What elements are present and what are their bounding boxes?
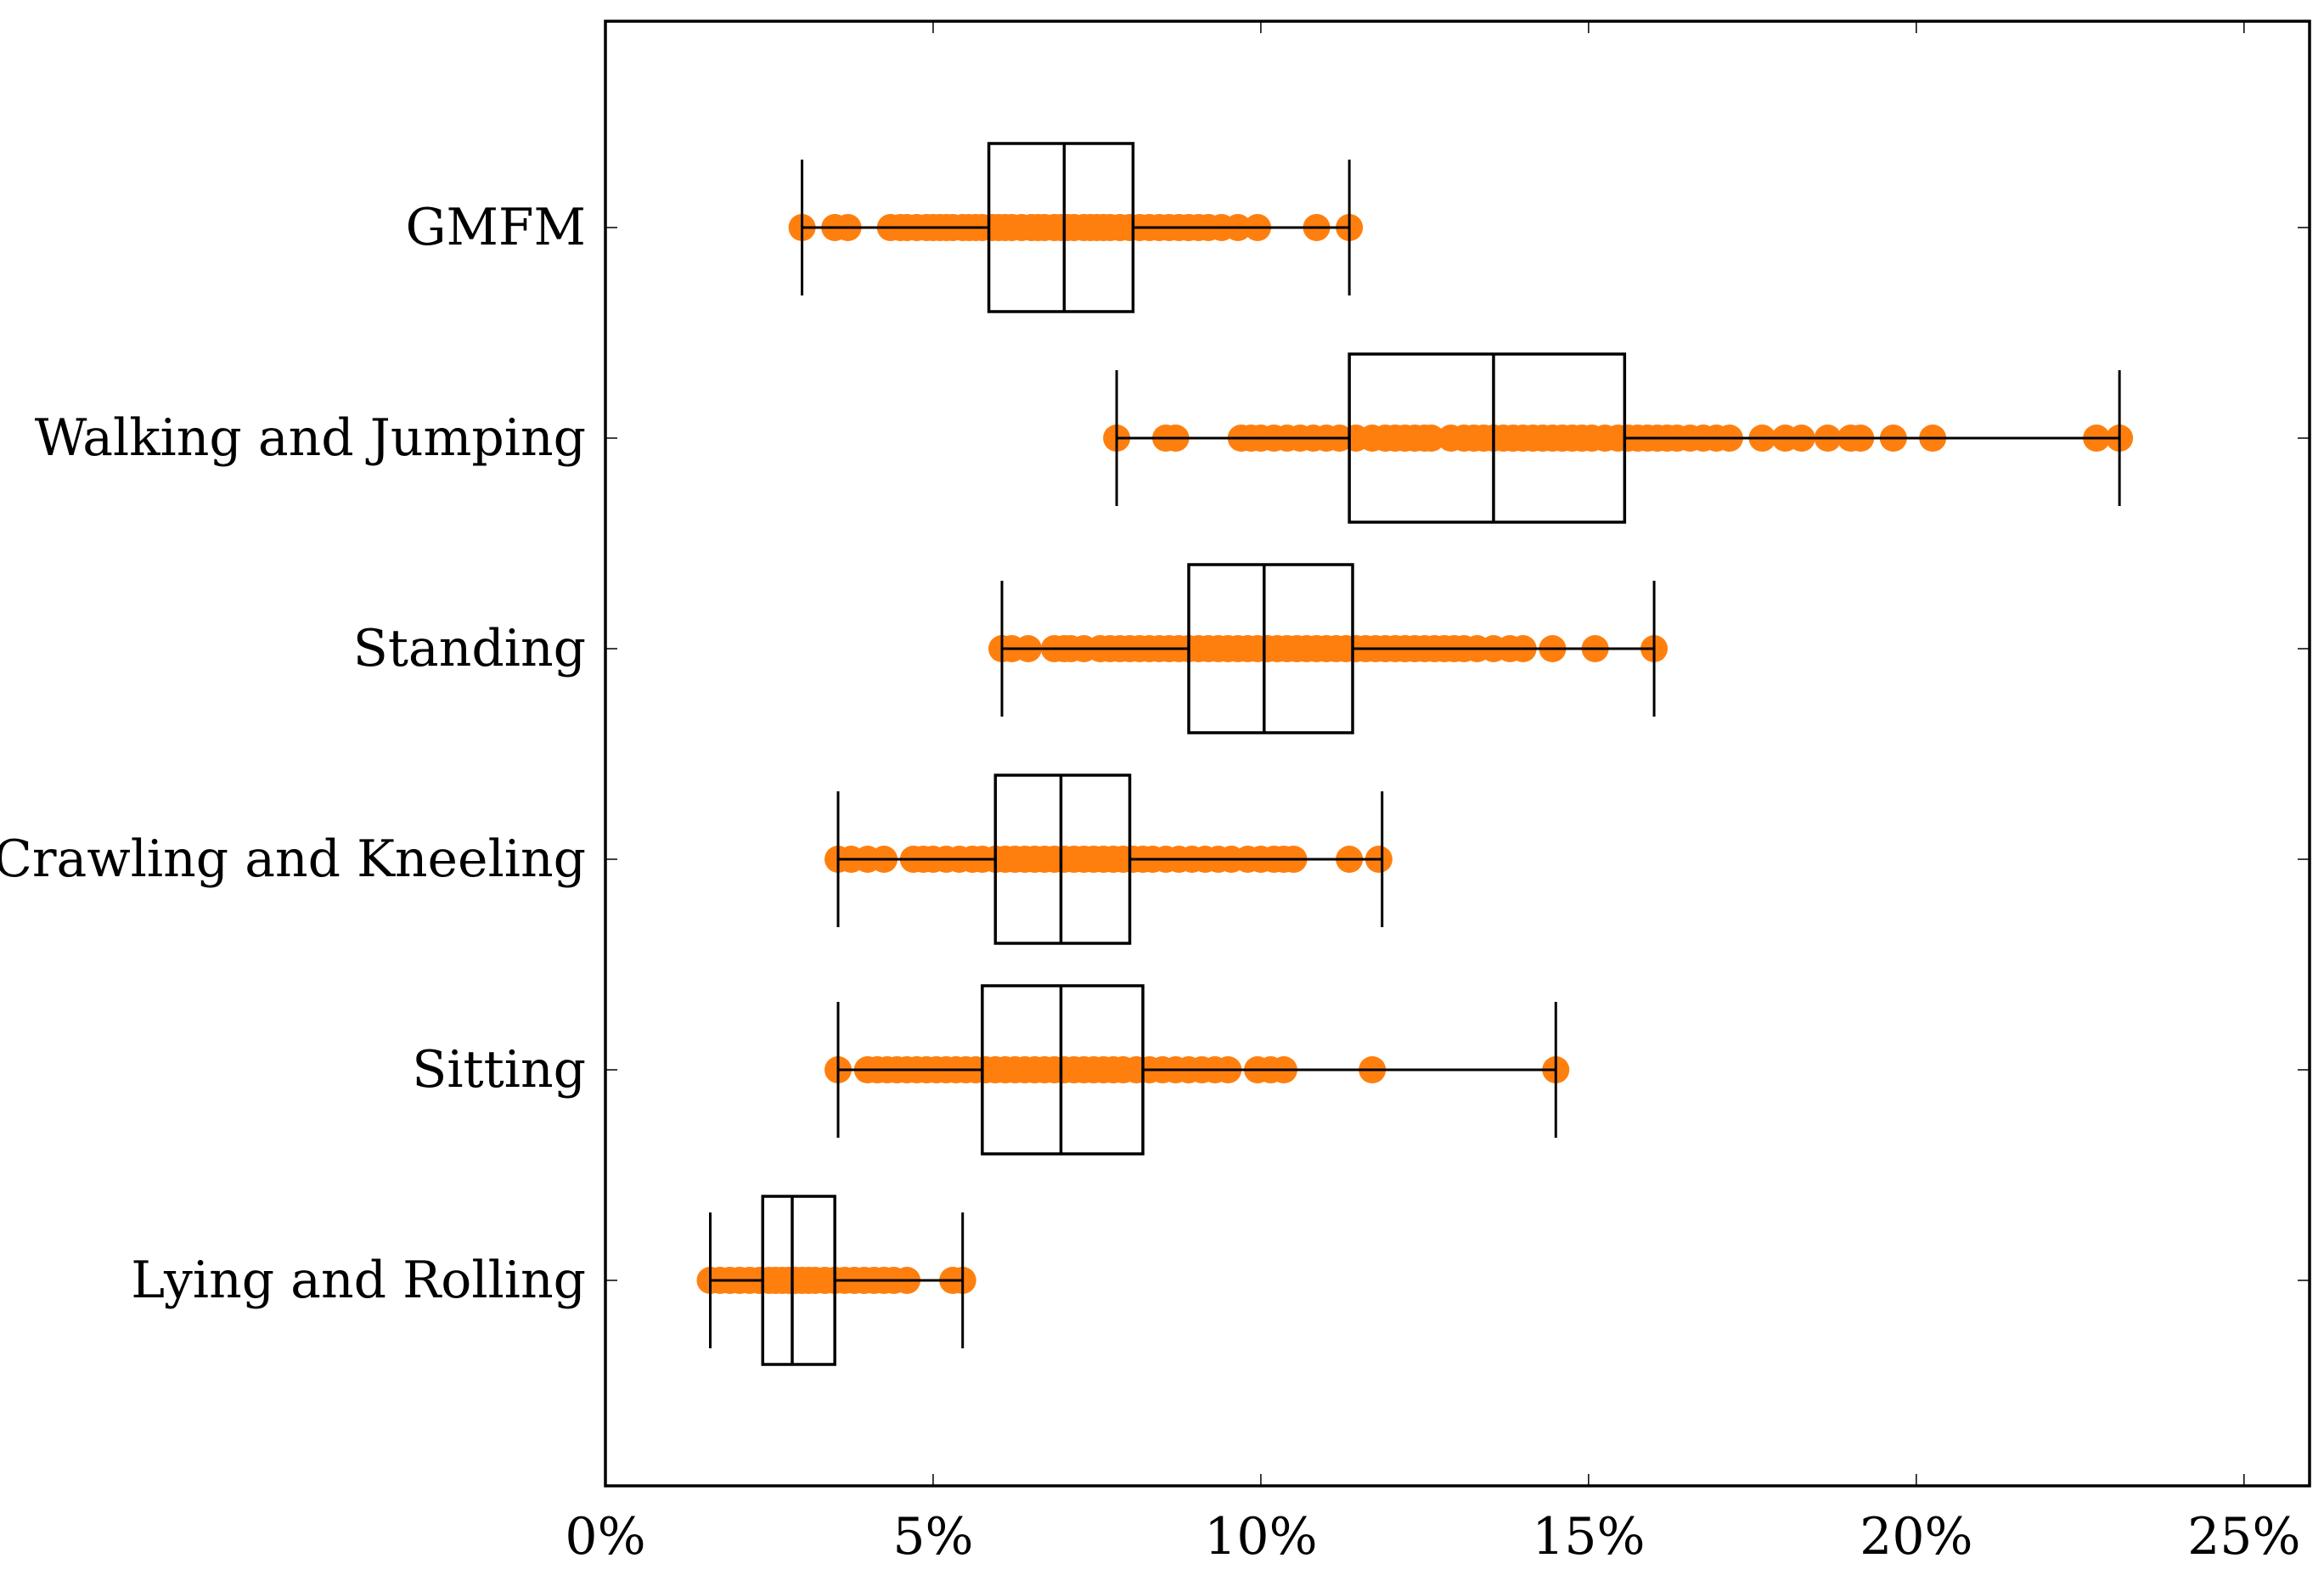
x-tick-label: 0% [565, 1507, 645, 1567]
category-label: Sitting [412, 1040, 586, 1100]
box-group [696, 1195, 976, 1366]
category-label: Crawling and Kneeling [0, 830, 586, 889]
x-tick-label: 25% [2187, 1507, 2300, 1567]
iqr-box [1348, 352, 1627, 524]
box-group [1103, 352, 2134, 524]
iqr-box [761, 1195, 836, 1366]
category-label: Standing [353, 619, 586, 678]
box-group [988, 563, 1668, 734]
category-label: Lying and Rolling [131, 1251, 586, 1310]
box-group [824, 773, 1393, 945]
x-tick-label: 20% [1860, 1507, 1972, 1567]
iqr-box [981, 984, 1145, 1156]
box-group [824, 984, 1570, 1156]
plot-frame [604, 20, 2311, 1488]
box-group [788, 142, 1364, 313]
category-label: Walking and Jumping [35, 408, 586, 468]
x-tick-label: 10% [1204, 1507, 1317, 1567]
iqr-box [993, 773, 1132, 945]
axis-labels: 0% 5% 10% 15% 20% 25% GMFM Walking and Jumping S… [0, 198, 2300, 1567]
x-tick-label: 5% [892, 1507, 973, 1567]
axis-ticks [605, 21, 2310, 1486]
category-label: GMFM [406, 198, 586, 257]
data-point [1417, 425, 1445, 452]
iqr-box [1187, 563, 1354, 734]
iqr-box [987, 142, 1135, 313]
chart-marks [696, 142, 2134, 1366]
x-tick-label: 15% [1532, 1507, 1645, 1567]
